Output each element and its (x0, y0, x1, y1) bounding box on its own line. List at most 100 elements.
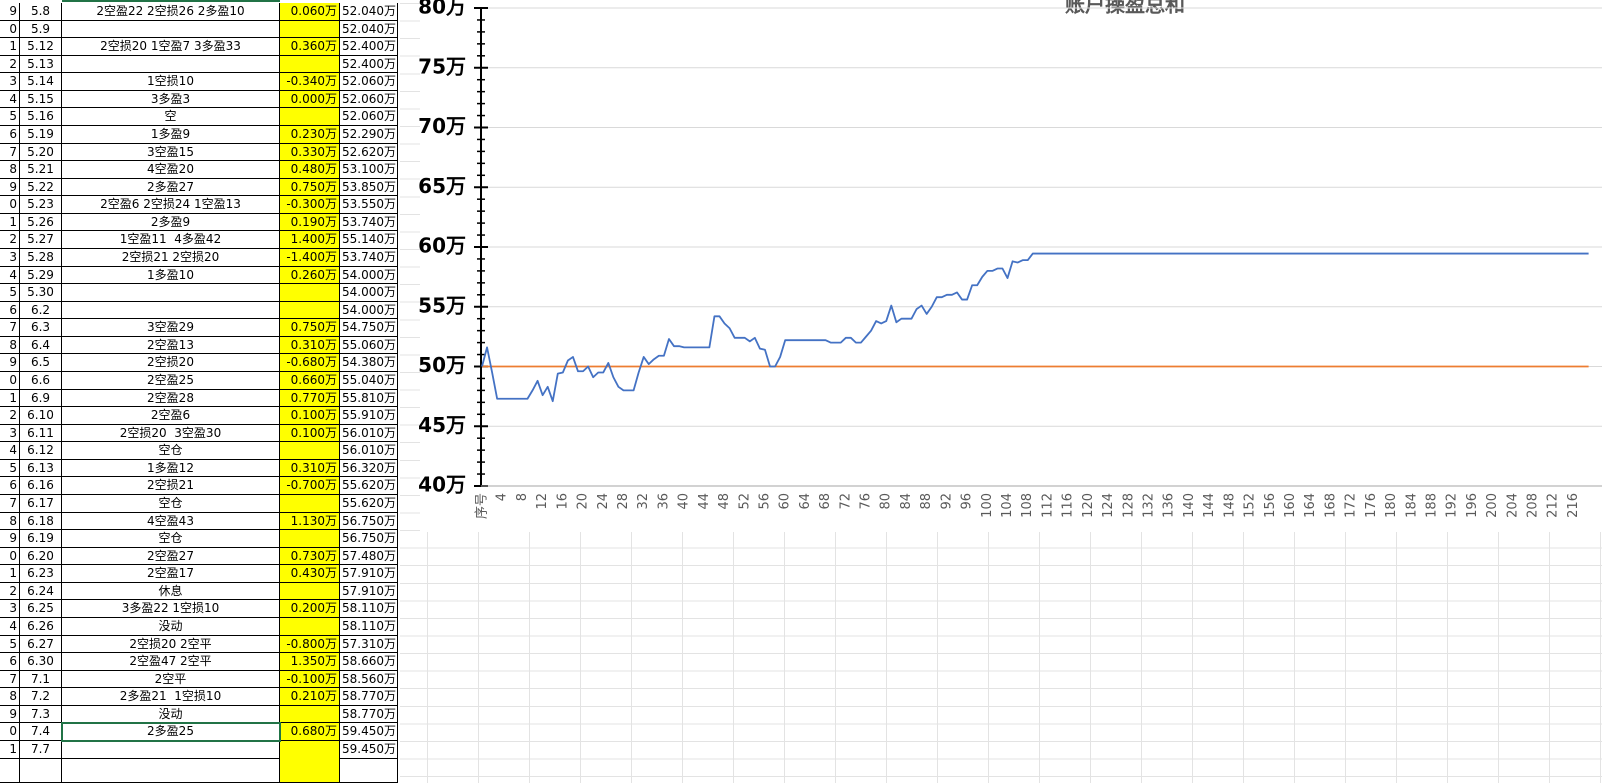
cell[interactable]: 6.25 (20, 600, 62, 618)
cell[interactable]: 56.010万 (340, 424, 398, 443)
cell[interactable]: 8 (0, 512, 20, 531)
cell[interactable] (280, 442, 340, 460)
cell[interactable]: 56.750万 (340, 530, 398, 548)
cell[interactable]: 6.5 (20, 354, 62, 372)
cell[interactable]: 7.4 (20, 723, 62, 741)
cell[interactable]: 1.350万 (280, 653, 340, 671)
cell[interactable]: 4 (0, 90, 20, 109)
cell[interactable] (62, 55, 280, 74)
cell[interactable]: 2空平 (62, 670, 280, 689)
cell[interactable]: 5.30 (20, 284, 62, 302)
cell[interactable]: 8 (0, 336, 20, 355)
cell[interactable]: 0 (0, 20, 20, 39)
cell[interactable]: 0.100万 (280, 407, 340, 425)
cell[interactable]: 1 (0, 213, 20, 232)
cell[interactable]: 2空损20 1空盈7 3多盈33 (62, 38, 280, 56)
cell[interactable]: 5.8 (20, 3, 62, 21)
cell[interactable]: 1多盈10 (62, 266, 280, 285)
cell[interactable]: 58.110万 (340, 617, 398, 636)
cell[interactable]: 2多盈9 (62, 213, 280, 232)
cell[interactable]: 0.750万 (280, 178, 340, 197)
cell[interactable]: 7.2 (20, 688, 62, 706)
cell[interactable]: 1.130万 (280, 512, 340, 531)
cell[interactable]: 1.400万 (280, 231, 340, 249)
cell[interactable]: 0.210万 (280, 688, 340, 706)
cell[interactable]: -0.340万 (280, 73, 340, 91)
cell[interactable]: 5.29 (20, 266, 62, 285)
cell[interactable]: 5.22 (20, 178, 62, 197)
cell[interactable]: 3空盈15 (62, 143, 280, 162)
cell[interactable]: 56.010万 (340, 442, 398, 460)
cell[interactable]: 5.15 (20, 90, 62, 109)
cell[interactable]: -0.800万 (280, 635, 340, 654)
cell[interactable]: 9 (0, 530, 20, 548)
cell[interactable]: 0.060万 (280, 3, 340, 21)
cell[interactable] (280, 108, 340, 126)
cell[interactable]: 0.100万 (280, 424, 340, 443)
cell[interactable]: 0.360万 (280, 38, 340, 56)
cell[interactable]: 0.770万 (280, 389, 340, 408)
cell[interactable]: 55.810万 (340, 389, 398, 408)
cell[interactable]: 6 (0, 653, 20, 671)
cell[interactable]: 休息 (62, 582, 280, 601)
cell[interactable]: 57.910万 (340, 582, 398, 601)
cell[interactable]: 7.1 (20, 670, 62, 689)
cell[interactable]: 2空盈22 2空损26 2多盈10 (62, 3, 280, 21)
cell[interactable]: 6.23 (20, 565, 62, 583)
cell[interactable]: 1 (0, 389, 20, 408)
cell[interactable] (62, 284, 280, 302)
cell[interactable]: 5.20 (20, 143, 62, 162)
cell[interactable]: 56.750万 (340, 512, 398, 531)
cell[interactable]: 2空盈6 2空损24 1空盈13 (62, 196, 280, 214)
cell[interactable]: 56.320万 (340, 459, 398, 478)
cell[interactable]: 6.17 (20, 494, 62, 513)
cell[interactable]: 5.16 (20, 108, 62, 126)
cell[interactable]: 53.850万 (340, 178, 398, 197)
cell[interactable] (280, 20, 340, 39)
cell[interactable]: 2空损20 3空盈30 (62, 424, 280, 443)
cell[interactable]: 3 (0, 600, 20, 618)
cell[interactable]: 0.260万 (280, 266, 340, 285)
cell[interactable]: 6.27 (20, 635, 62, 654)
cell[interactable]: 没动 (62, 617, 280, 636)
cell[interactable]: 3多盈3 (62, 90, 280, 109)
cell[interactable]: 5.14 (20, 73, 62, 91)
cell[interactable]: 7 (0, 670, 20, 689)
cell[interactable]: -0.300万 (280, 196, 340, 214)
cell[interactable]: 54.000万 (340, 301, 398, 320)
cell[interactable]: 6 (0, 125, 20, 144)
cell[interactable] (280, 740, 340, 759)
cell[interactable]: 5 (0, 635, 20, 654)
cell[interactable]: 54.000万 (340, 284, 398, 302)
cell[interactable]: 8 (0, 688, 20, 706)
cell[interactable]: 53.550万 (340, 196, 398, 214)
cell[interactable]: 5 (0, 284, 20, 302)
cell[interactable]: 6.4 (20, 336, 62, 355)
cell[interactable]: 0.480万 (280, 161, 340, 179)
cell[interactable]: 4空盈43 (62, 512, 280, 531)
cell[interactable]: 3多盈22 1空损10 (62, 600, 280, 618)
cell[interactable]: 57.310万 (340, 635, 398, 654)
cell[interactable]: 2空盈28 (62, 389, 280, 408)
cell[interactable]: -0.100万 (280, 670, 340, 689)
cell[interactable]: 53.740万 (340, 213, 398, 232)
cell[interactable]: 5.9 (20, 20, 62, 39)
cell[interactable]: 5.23 (20, 196, 62, 214)
cell[interactable]: -0.680万 (280, 354, 340, 372)
cell[interactable]: 57.910万 (340, 565, 398, 583)
cell[interactable]: 6 (0, 477, 20, 495)
cell[interactable]: 3 (0, 73, 20, 91)
cell[interactable]: 55.040万 (340, 371, 398, 390)
cell[interactable]: 7 (0, 319, 20, 337)
cell[interactable] (280, 55, 340, 74)
cell[interactable]: 0.310万 (280, 459, 340, 478)
cell[interactable]: 2空盈6 (62, 407, 280, 425)
cell[interactable]: 55.910万 (340, 407, 398, 425)
cell[interactable]: 6.24 (20, 582, 62, 601)
cell[interactable]: 没动 (62, 705, 280, 724)
cell[interactable] (280, 582, 340, 601)
cell[interactable] (280, 705, 340, 724)
cell[interactable]: 4 (0, 617, 20, 636)
cell[interactable]: 7 (0, 494, 20, 513)
cell[interactable]: 52.040万 (340, 20, 398, 39)
